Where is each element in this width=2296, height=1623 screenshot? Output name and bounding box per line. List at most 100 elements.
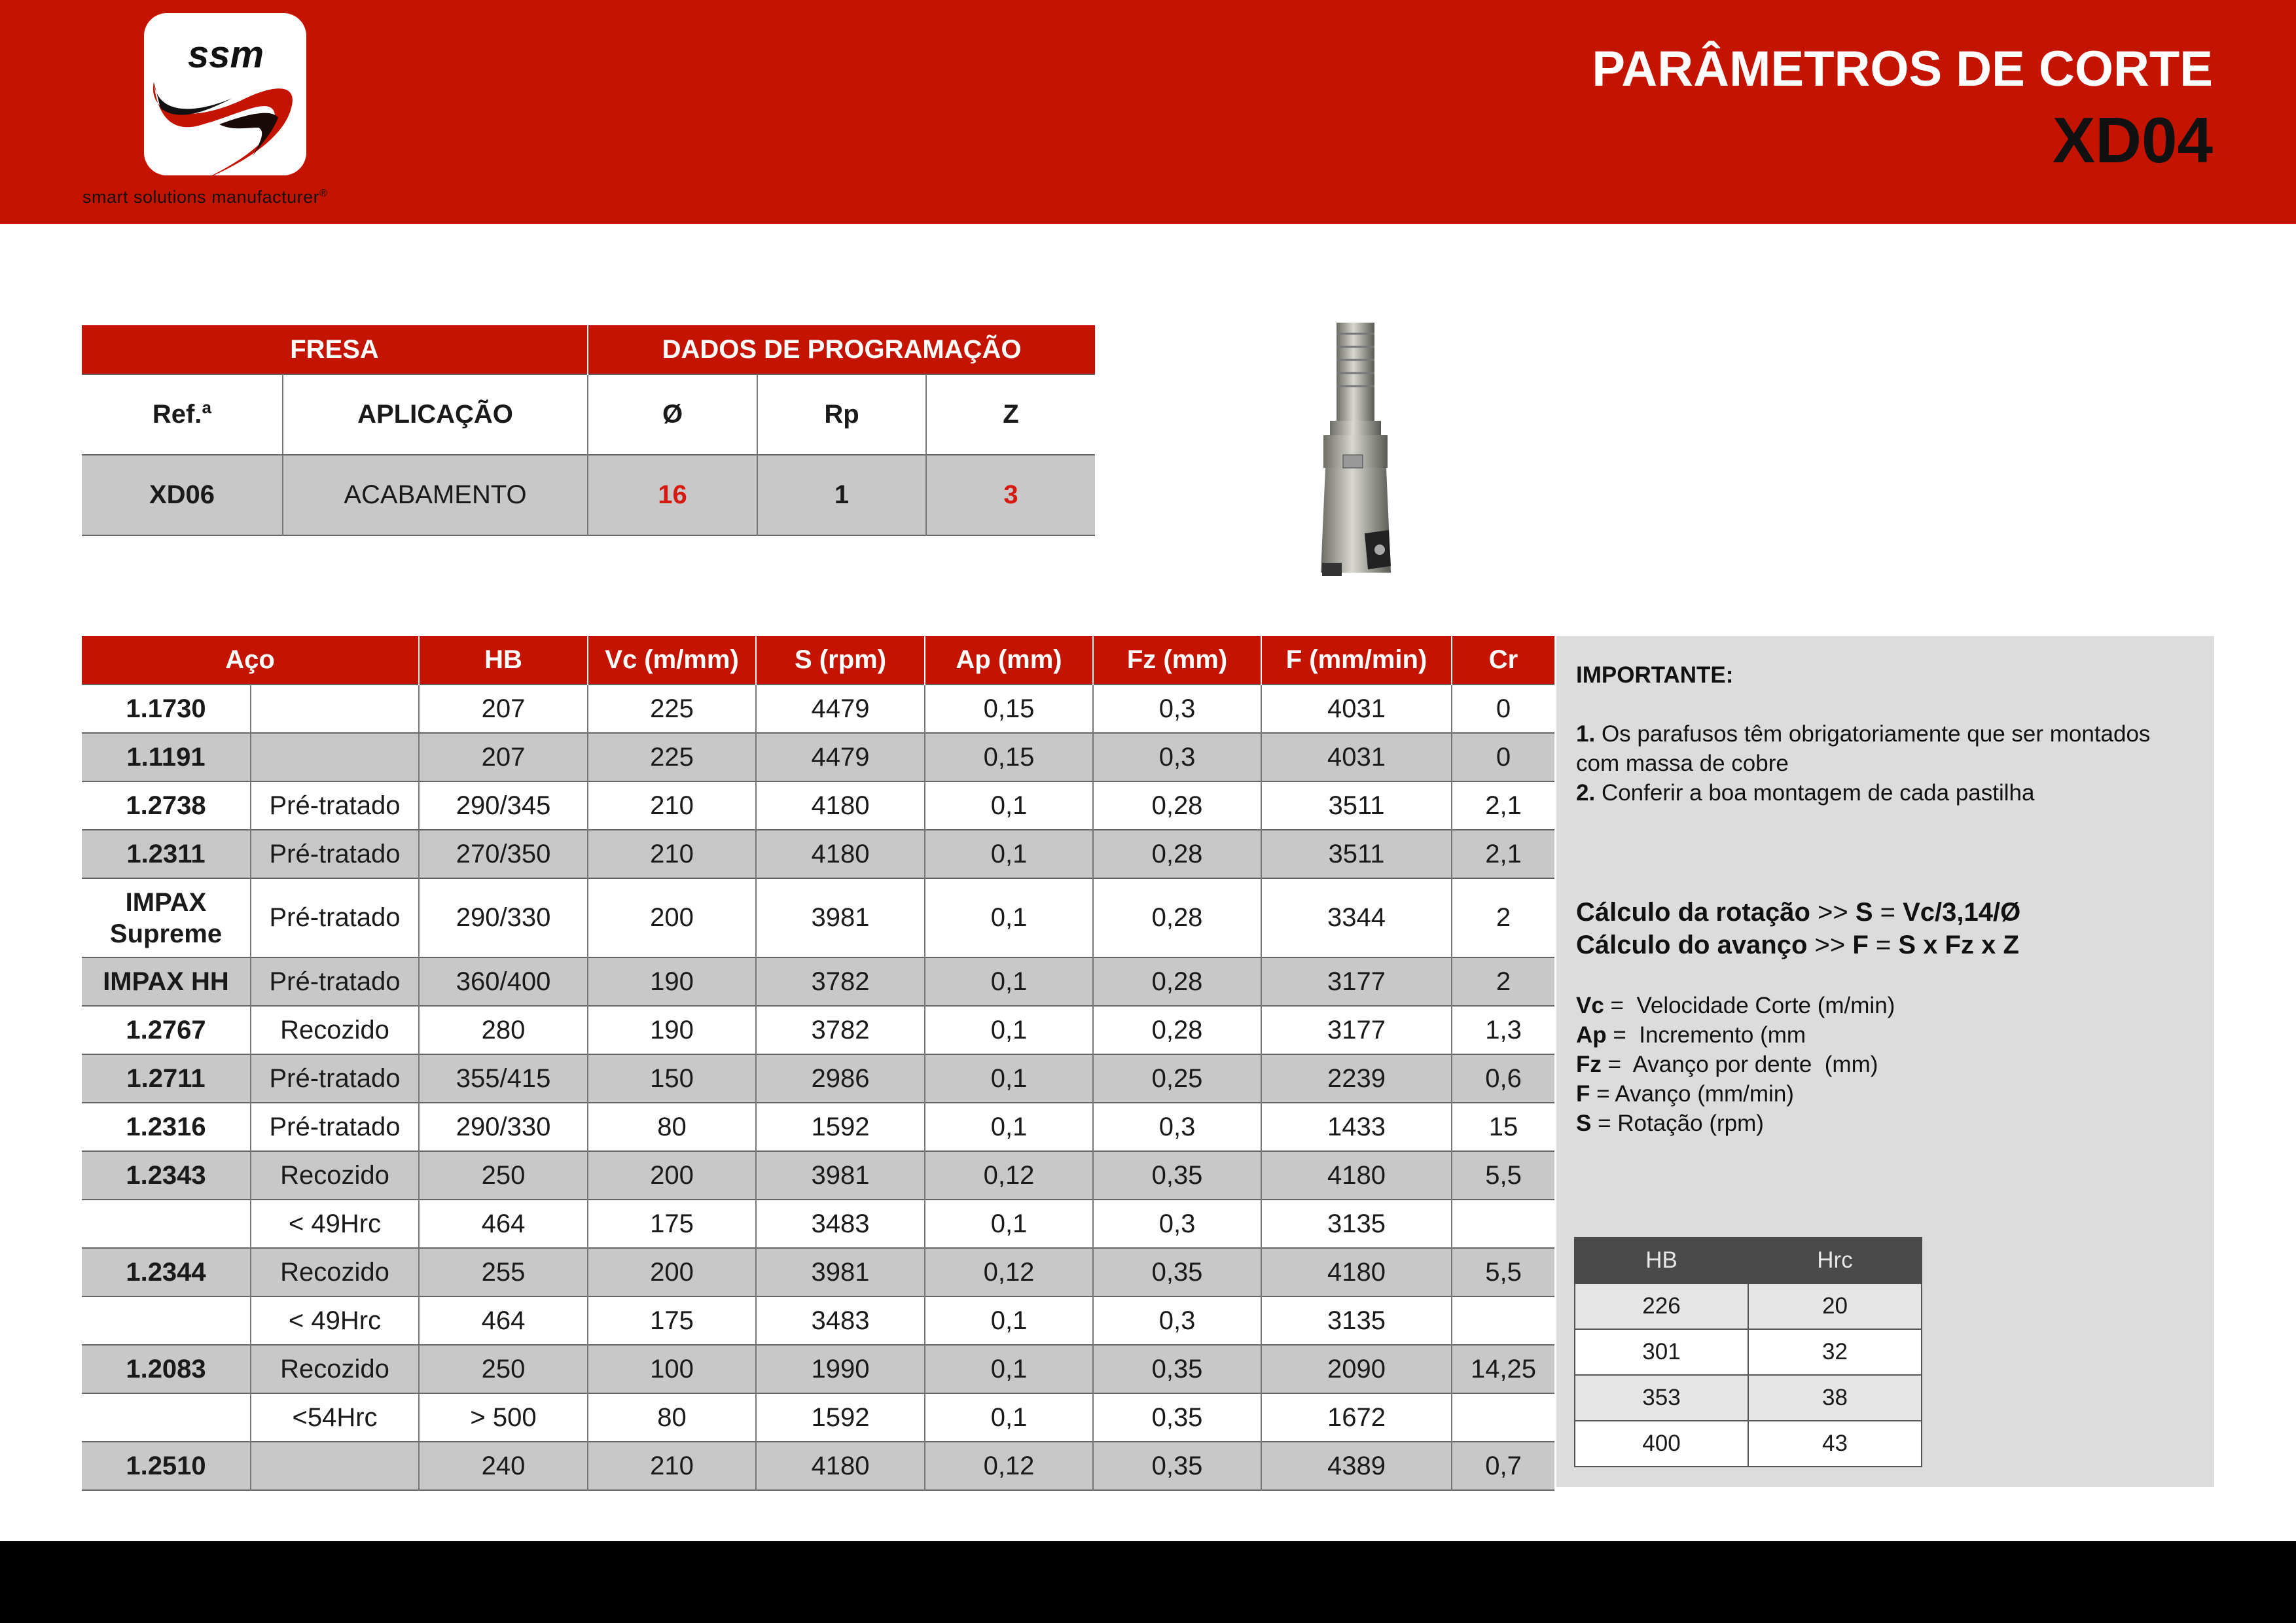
column-header: Vc (m/mm) (587, 636, 757, 685)
table-cell: 0,12 (924, 1248, 1094, 1296)
hardness-row: 226 20 (1574, 1283, 1922, 1330)
legend-item: F = Avanço (mm/min) (1576, 1081, 1794, 1107)
formula-lhs: F (1852, 931, 1869, 959)
hardness-cell: 43 (1748, 1420, 1922, 1467)
legend-desc: Avanço (mm/min) (1615, 1081, 1794, 1107)
table-row: < 49Hrc 464 175 3483 0,1 0,3 3135 (82, 1296, 1555, 1345)
diameter-value: 16 (587, 455, 758, 535)
table-cell: 3981 (755, 878, 925, 957)
column-header: Ap (mm) (924, 636, 1094, 685)
note-text: Conferir a boa montagem de cada pastilha (1601, 780, 2035, 806)
steel-grade (82, 1200, 251, 1248)
table-cell (249, 733, 420, 781)
svg-text:ssm: ssm (188, 33, 264, 76)
legend-item: S = Rotação (rpm) (1576, 1111, 1764, 1137)
table-cell: 0,35 (1092, 1345, 1262, 1393)
table-cell: 0,3 (1092, 733, 1262, 781)
group-header-fresa: FRESA (82, 325, 588, 374)
z-value: 3 (925, 455, 1096, 535)
table-cell: 225 (587, 685, 757, 733)
table-cell: 250 (418, 1151, 588, 1200)
table-cell (1451, 1393, 1555, 1442)
table-cell: 0,3 (1092, 685, 1262, 733)
legend-sym: F (1576, 1081, 1590, 1107)
formula-lhs: S (1855, 898, 1873, 927)
table-cell: 360/400 (418, 957, 588, 1006)
table-cell: 240 (418, 1442, 588, 1490)
legend-eq: = (1604, 993, 1637, 1018)
table-cell: 0,1 (924, 1345, 1094, 1393)
table-cell: 464 (418, 1296, 588, 1345)
table-cell: 0,28 (1092, 1006, 1262, 1054)
table-cell: 3483 (755, 1200, 925, 1248)
legend-item: Vc = Velocidade Corte (m/min) (1576, 993, 1895, 1019)
hardness-cell: 38 (1748, 1374, 1922, 1421)
group-header-programacao: DADOS DE PROGRAMAÇÃO (587, 325, 1096, 374)
table-cell: 0 (1451, 733, 1555, 781)
table-cell: 4031 (1261, 685, 1452, 733)
column-header: Fz (mm) (1092, 636, 1262, 685)
legend-item: Ap = Incremento (mm (1576, 1022, 1806, 1048)
table-cell: 355/415 (418, 1054, 588, 1103)
table-cell: 4180 (1261, 1151, 1452, 1200)
table-row: 1.2343 Recozido 250 200 3981 0,12 0,35 4180 5,5 (82, 1151, 1555, 1200)
table-cell: 80 (587, 1103, 757, 1151)
table-cell: 1592 (755, 1103, 925, 1151)
table-cell: 0,12 (924, 1151, 1094, 1200)
table-cell: 4180 (755, 1442, 925, 1490)
table-cell: 0,1 (924, 878, 1094, 957)
table-cell: 100 (587, 1345, 757, 1393)
formula-label: Cálculo do avanço (1576, 931, 1808, 959)
table-row: 1.1730 207 225 4479 0,15 0,3 4031 0 (82, 685, 1555, 733)
table-cell (1451, 1200, 1555, 1248)
table-cell: 1,3 (1451, 1006, 1555, 1054)
table-cell: Pré-tratado (249, 1054, 420, 1103)
table-cell: 2 (1451, 878, 1555, 957)
hardness-row: 353 38 (1574, 1374, 1922, 1421)
table-cell: < 49Hrc (249, 1200, 420, 1248)
table-cell: 290/345 (418, 781, 588, 830)
table-row: IMPAX Supreme Pré-tratado 290/330 200 3981 0,… (82, 878, 1555, 957)
table-cell: 3511 (1261, 830, 1452, 878)
table-cell (1451, 1296, 1555, 1345)
col-aplicacao: APLICAÇÃO (281, 374, 588, 455)
table-row: 1.2316 Pré-tratado 290/330 80 1592 0,1 0,3 1433… (82, 1103, 1555, 1151)
legend-sym: Vc (1576, 993, 1604, 1018)
table-cell: 2986 (755, 1054, 925, 1103)
legend-desc: Incremento (mm (1639, 1022, 1806, 1048)
table-row: 1.2738 Pré-tratado 290/345 210 4180 0,1 0,28 35… (82, 781, 1555, 830)
table-cell: 3981 (755, 1151, 925, 1200)
table-cell: 210 (587, 830, 757, 878)
brand-tagline: smart solutions manufacturer® (82, 187, 328, 207)
table-cell: 4479 (755, 733, 925, 781)
col-ref: Ref.ª (152, 400, 212, 429)
table-cell: 0,3 (1092, 1200, 1262, 1248)
legend-eq: = (1606, 1022, 1640, 1048)
table-cell: 2,1 (1451, 781, 1555, 830)
formula: Cálculo do avanço >> F = S x Fz x Z (1576, 931, 2019, 960)
table-cell: > 500 (418, 1393, 588, 1442)
col-hb: HB (1574, 1237, 1749, 1284)
table-cell: 0,12 (924, 1442, 1094, 1490)
table-cell: 80 (587, 1393, 757, 1442)
cutting-parameters-table: Aço HB Vc (m/mm) S (rpm) Ap (mm) Fz (mm) F (mm… (82, 636, 1555, 1491)
note-item: com massa de cobre (1576, 751, 1789, 777)
table-cell: 0,3 (1092, 1103, 1262, 1151)
table-cell: 464 (418, 1200, 588, 1248)
hardness-cell: 301 (1574, 1329, 1749, 1376)
footer-bar (0, 1541, 2296, 1623)
ssm-logo: ssm (144, 13, 306, 177)
col-rp: Rp (757, 374, 927, 455)
table-cell: 0,1 (924, 1393, 1094, 1442)
hardness-conversion-table: HB Hrc 226 20 301 32 353 38 400 43 (1574, 1237, 1922, 1467)
table-cell (249, 685, 420, 733)
table-cell: 0,1 (924, 781, 1094, 830)
table-cell: Recozido (249, 1151, 420, 1200)
table-cell: 280 (418, 1006, 588, 1054)
table-cell: 175 (587, 1200, 757, 1248)
table-row: IMPAX HH Pré-tratado 360/400 190 3782 0,1 0,28… (82, 957, 1555, 1006)
table-cell: Pré-tratado (249, 1103, 420, 1151)
col-z: Z (925, 374, 1096, 455)
table-cell: 5,5 (1451, 1151, 1555, 1200)
table-cell: 1672 (1261, 1393, 1452, 1442)
